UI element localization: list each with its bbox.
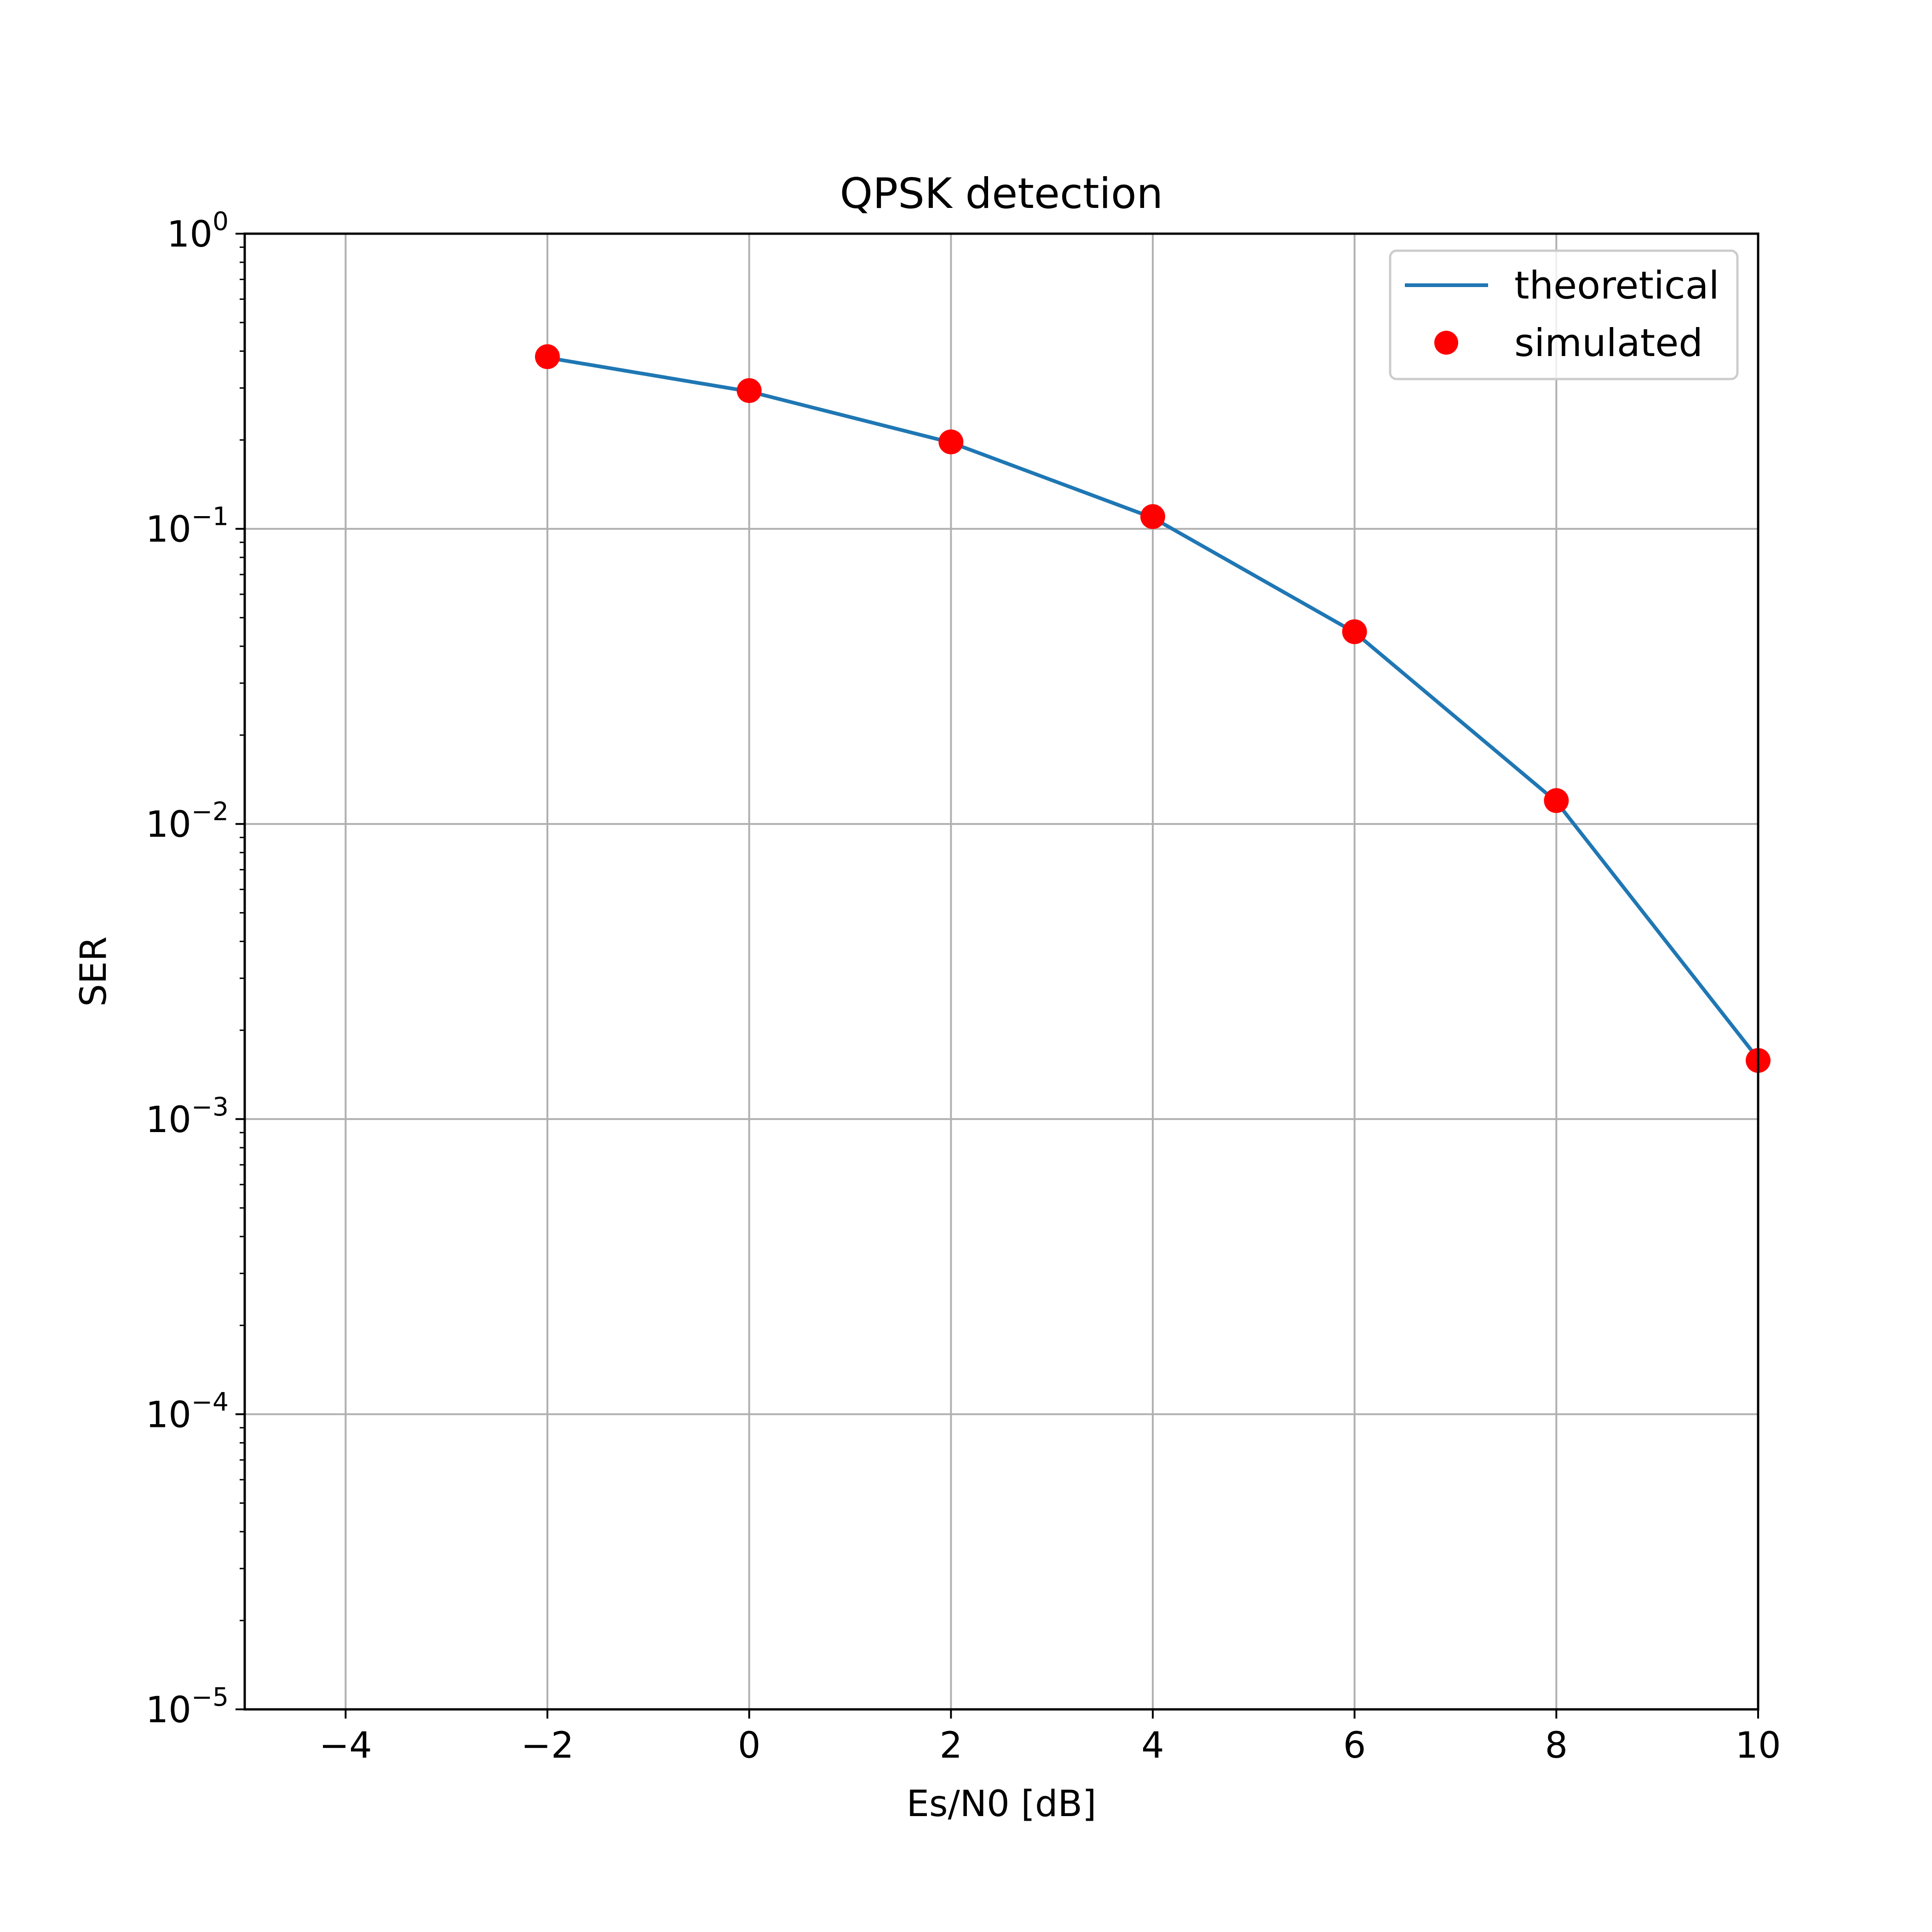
ticks: −4 −2 0 2 4 6 8 10 100 10−1 10−2 10−3 10−4 10−5 <box>146 207 1781 1766</box>
data-point-simulated <box>1342 619 1367 644</box>
legend-simulated-swatch <box>1434 331 1458 355</box>
data-point-simulated <box>938 429 964 454</box>
x-tick-label: 8 <box>1545 1725 1568 1766</box>
plot-frame <box>243 232 1760 1711</box>
data-point-simulated <box>535 344 560 369</box>
y-axis-label: SER <box>73 937 115 1007</box>
plot-area <box>245 234 1758 1709</box>
y-tick-label: 10−5 <box>146 1682 229 1731</box>
chart-title: QPSK detection <box>840 170 1163 218</box>
x-tick-label: −4 <box>319 1725 372 1766</box>
legend-simulated-label: simulated <box>1514 321 1703 365</box>
x-tick-label: 6 <box>1343 1725 1366 1766</box>
x-axis-label: Es/N0 [dB] <box>907 1783 1097 1825</box>
x-tick-label: 10 <box>1735 1725 1781 1766</box>
legend-theoretical-label: theoretical <box>1514 263 1719 308</box>
x-tick-label: 4 <box>1141 1725 1164 1766</box>
legend: theoretical simulated <box>1389 249 1739 380</box>
data-point-simulated <box>1140 504 1165 529</box>
y-tick-label: 100 <box>167 207 229 255</box>
y-tick-label: 10−4 <box>146 1387 229 1436</box>
x-tick-label: 2 <box>940 1725 963 1766</box>
y-tick-label: 10−2 <box>146 797 229 845</box>
y-tick-label: 10−3 <box>146 1092 229 1141</box>
x-tick-label: 0 <box>738 1725 761 1766</box>
data-point-simulated <box>1544 788 1569 813</box>
y-tick-label: 10−1 <box>146 502 229 551</box>
x-tick-label: −2 <box>521 1725 574 1766</box>
data-point-simulated <box>736 378 762 403</box>
legend-box <box>1389 249 1739 380</box>
